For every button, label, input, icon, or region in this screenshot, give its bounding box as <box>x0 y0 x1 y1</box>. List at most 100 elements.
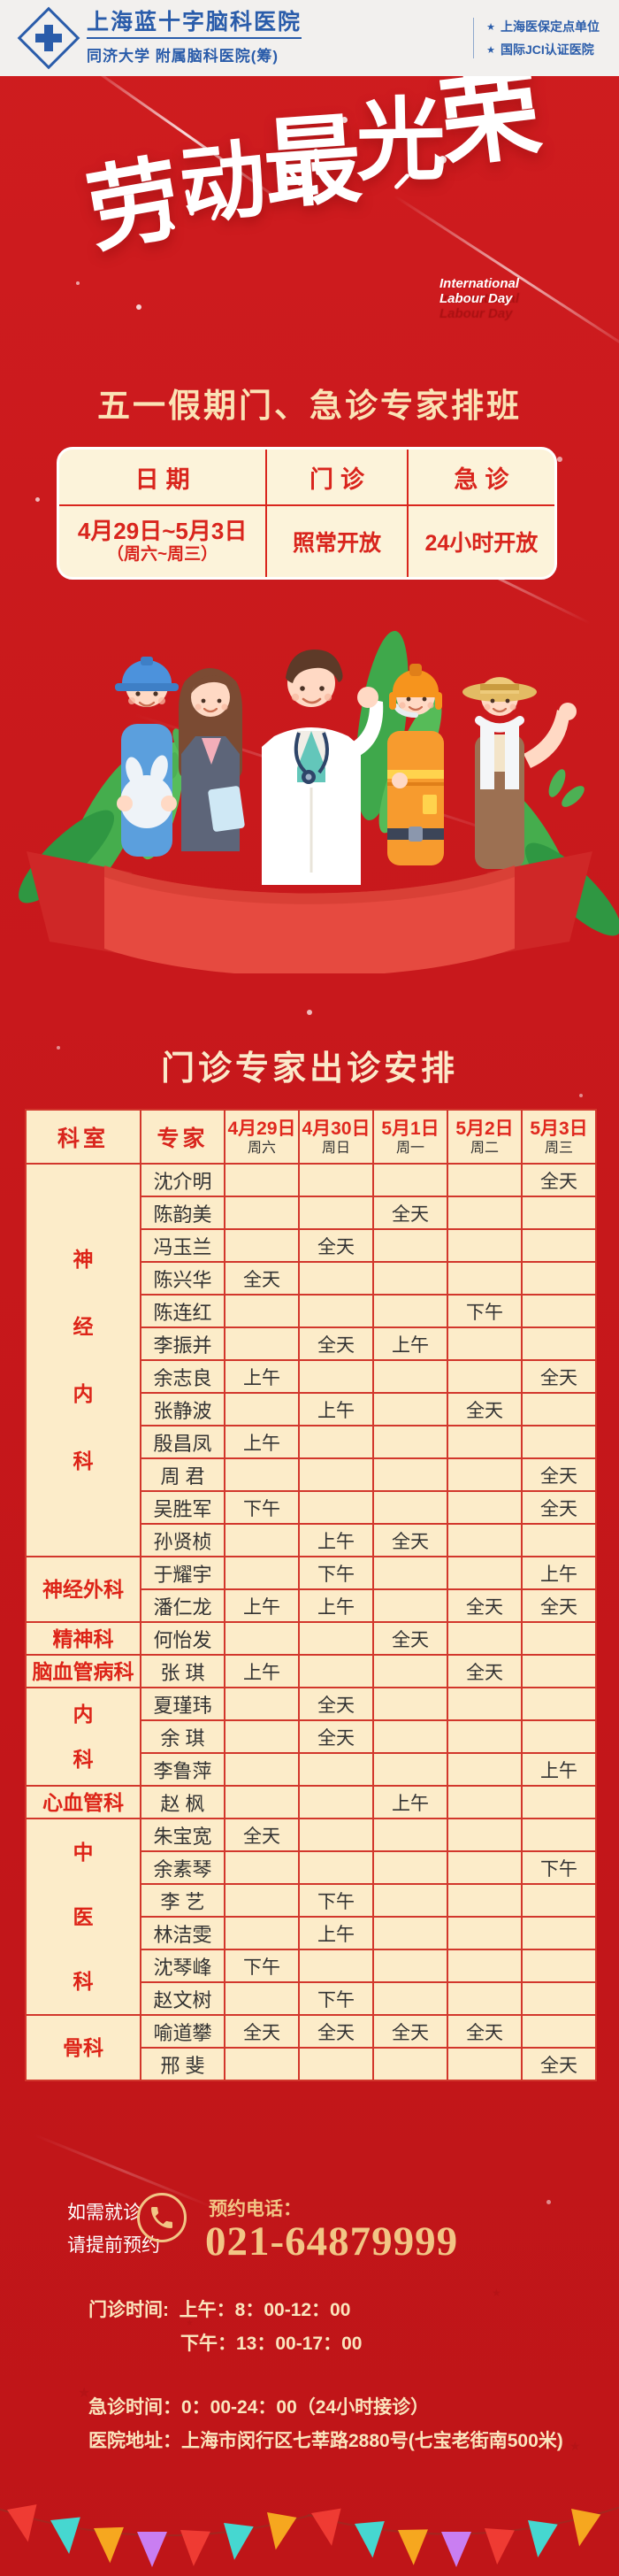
expert-name-cell: 沈琴峰 <box>140 1949 225 1983</box>
schedule-slot-cell <box>224 1392 300 1426</box>
schedule-slot-cell <box>447 2047 523 2081</box>
schedule-slot-cell <box>298 1457 374 1492</box>
schedule-slot-cell <box>298 1163 374 1197</box>
background-star: ★ <box>569 2439 581 2453</box>
businesswoman-character <box>179 668 245 851</box>
schedule-row: 内科夏瑾玮 全天 <box>25 1687 597 1787</box>
schedule-slot-cell <box>447 1163 523 1197</box>
expert-name-cell: 喻道攀 <box>140 2014 225 2049</box>
schedule-slot-cell <box>372 1490 448 1525</box>
expert-name-cell: 陈韵美 <box>140 1196 225 1230</box>
holiday-date-note: （周六~周三） <box>107 545 218 564</box>
schedule-row: 冯玉兰 全天 <box>26 1228 597 1263</box>
schedule-slot-cell <box>224 1326 300 1361</box>
hospital-names: 上海蓝十字脑科医院 同济大学 附属脑科医院(筹) <box>87 11 302 65</box>
schedule-slot-cell <box>224 1228 300 1263</box>
dept-cell: 脑血管病科 <box>25 1654 141 1688</box>
schedule-row: 周 君 全天 <box>26 1457 597 1492</box>
schedule-slot-cell <box>521 1719 597 1754</box>
hospital-address-line: 医院地址：上海市闵行区七莘路2880号(七宝老街南500米) <box>88 2431 563 2451</box>
schedule-row: 精神科 何怡发 全天 <box>25 1621 597 1656</box>
dept-cell: 内科 <box>25 1687 141 1787</box>
schedule-slot-cell <box>224 1719 300 1754</box>
schedule-slot-cell: 全天 <box>521 1163 597 1197</box>
expert-name-cell: 陈连红 <box>140 1294 225 1328</box>
schedule-slot-cell <box>521 1261 597 1296</box>
expert-name-cell: 冯玉兰 <box>140 1228 225 1263</box>
schedule-slot-cell <box>298 1752 374 1787</box>
expert-name-cell: 潘仁龙 <box>140 1588 225 1623</box>
bunting-flags <box>0 2504 619 2567</box>
clinic-hours-line1: 门诊时间: 上午：8：00-12：00 <box>88 2294 563 2327</box>
schedule-slot-cell: 全天 <box>224 1261 300 1296</box>
dept-cell: 心血管科 <box>25 1785 141 1819</box>
expert-name-cell: 赵文树 <box>140 1981 225 2016</box>
hours-and-address: 门诊时间: 上午：8：00-12：00 下午：13：00-17：00 急诊时间：… <box>88 2294 563 2458</box>
col-header-expert: 专家 <box>140 1109 225 1165</box>
booking-note-line2: 请提前预约 <box>67 2235 160 2256</box>
schedule-slot-cell <box>447 1359 523 1394</box>
sparkle-dot <box>307 1010 312 1015</box>
schedule-row: 心血管科赵 枫 上午 <box>25 1785 597 1819</box>
expert-name-cell: 陈兴华 <box>140 1261 225 1296</box>
schedule-slot-cell <box>447 1949 523 1983</box>
schedule-slot-cell <box>372 1588 448 1623</box>
schedule-header-row: 科室 专家 4月29日 周六 4月30日 周日 5月1日 周一 5月2日 周二 5月3日 周三 <box>25 1109 597 1165</box>
holiday-date-range: 4月29日~5月3日 <box>77 518 248 544</box>
expert-name-cell: 于耀宇 <box>140 1556 225 1590</box>
schedule-row: 沈琴峰 下午 <box>26 1949 597 1983</box>
expert-name-cell: 周 君 <box>140 1457 225 1492</box>
holiday-info-table: 日期 门诊 急诊 4月29日~5月3日 （周六~周三） 照常开放 24小时开放 <box>57 447 557 580</box>
schedule-slot-cell <box>224 1556 300 1590</box>
page-subtitle: 五一假期门、急诊专家排班 <box>97 388 522 424</box>
schedule-slot-cell <box>521 1228 597 1263</box>
schedule-slot-cell <box>298 1261 374 1296</box>
emergency-hours-line: 急诊时间：0：00-24：00（24小时接诊） <box>88 2397 430 2418</box>
schedule-slot-cell: 下午 <box>521 1850 597 1885</box>
blue-cross-logo-icon <box>17 6 80 70</box>
col-header-date: 4月30日 周日 <box>298 1109 374 1165</box>
sparkle-dot <box>57 1046 60 1050</box>
firefighter-character <box>387 664 444 865</box>
sparkle-dot <box>439 156 447 164</box>
schedule-row: 赵文树 下午 <box>26 1981 597 2016</box>
schedule-slot-cell: 下午 <box>447 1294 523 1328</box>
background-star: ★ <box>78 2386 91 2401</box>
schedule-slot-cell <box>224 1785 300 1819</box>
sparkle-dot <box>546 2200 551 2204</box>
schedule-slot-cell <box>372 1294 448 1328</box>
schedule-slot-cell <box>447 1850 523 1885</box>
schedule-slot-cell <box>298 1621 374 1656</box>
schedule-slot-cell <box>447 1556 523 1590</box>
schedule-section-title: 门诊专家出诊安排 <box>160 1050 458 1088</box>
ribbon-banner <box>27 851 592 973</box>
schedule-slot-cell <box>298 1490 374 1525</box>
schedule-slot-cell: 上午 <box>521 1752 597 1787</box>
expert-name-cell: 张静波 <box>140 1392 225 1426</box>
schedule-slot-cell: 全天 <box>298 1719 374 1754</box>
schedule-row: 孙贤桢 上午 全天 <box>26 1523 597 1557</box>
schedule-slot-cell <box>447 1621 523 1656</box>
expert-name-cell: 朱宝宽 <box>140 1818 225 1852</box>
schedule-slot-cell: 全天 <box>372 1621 448 1656</box>
clinic-hours-line2: 下午：13：00-17：00 <box>180 2334 363 2354</box>
schedule-row: 李 艺 下午 <box>26 1883 597 1918</box>
schedule-slot-cell <box>372 1687 448 1721</box>
farmer-character <box>462 677 577 869</box>
labour-day-en-line2: Labour Day <box>439 291 513 306</box>
booking-block: 如需就诊 请提前预约 预约电话： 021-64879999 <box>0 2186 619 2283</box>
schedule-slot-cell <box>372 1261 448 1296</box>
schedule-row: 余素琴 下午 <box>26 1850 597 1885</box>
schedule-slot-cell <box>224 1196 300 1230</box>
schedule-row: 神经内科沈介明 全天 <box>25 1163 597 1557</box>
schedule-row: 余 琪 全天 <box>26 1719 597 1754</box>
schedule-slot-cell <box>224 1850 300 1885</box>
schedule-slot-cell <box>372 1883 448 1918</box>
clinic-hours-label: 门诊时间: <box>88 2300 169 2320</box>
schedule-slot-cell <box>521 1883 597 1918</box>
sparkle-dot <box>341 117 348 123</box>
star-icon: ★ <box>486 21 495 33</box>
schedule-slot-cell <box>372 1392 448 1426</box>
schedule-slot-cell <box>224 1752 300 1787</box>
